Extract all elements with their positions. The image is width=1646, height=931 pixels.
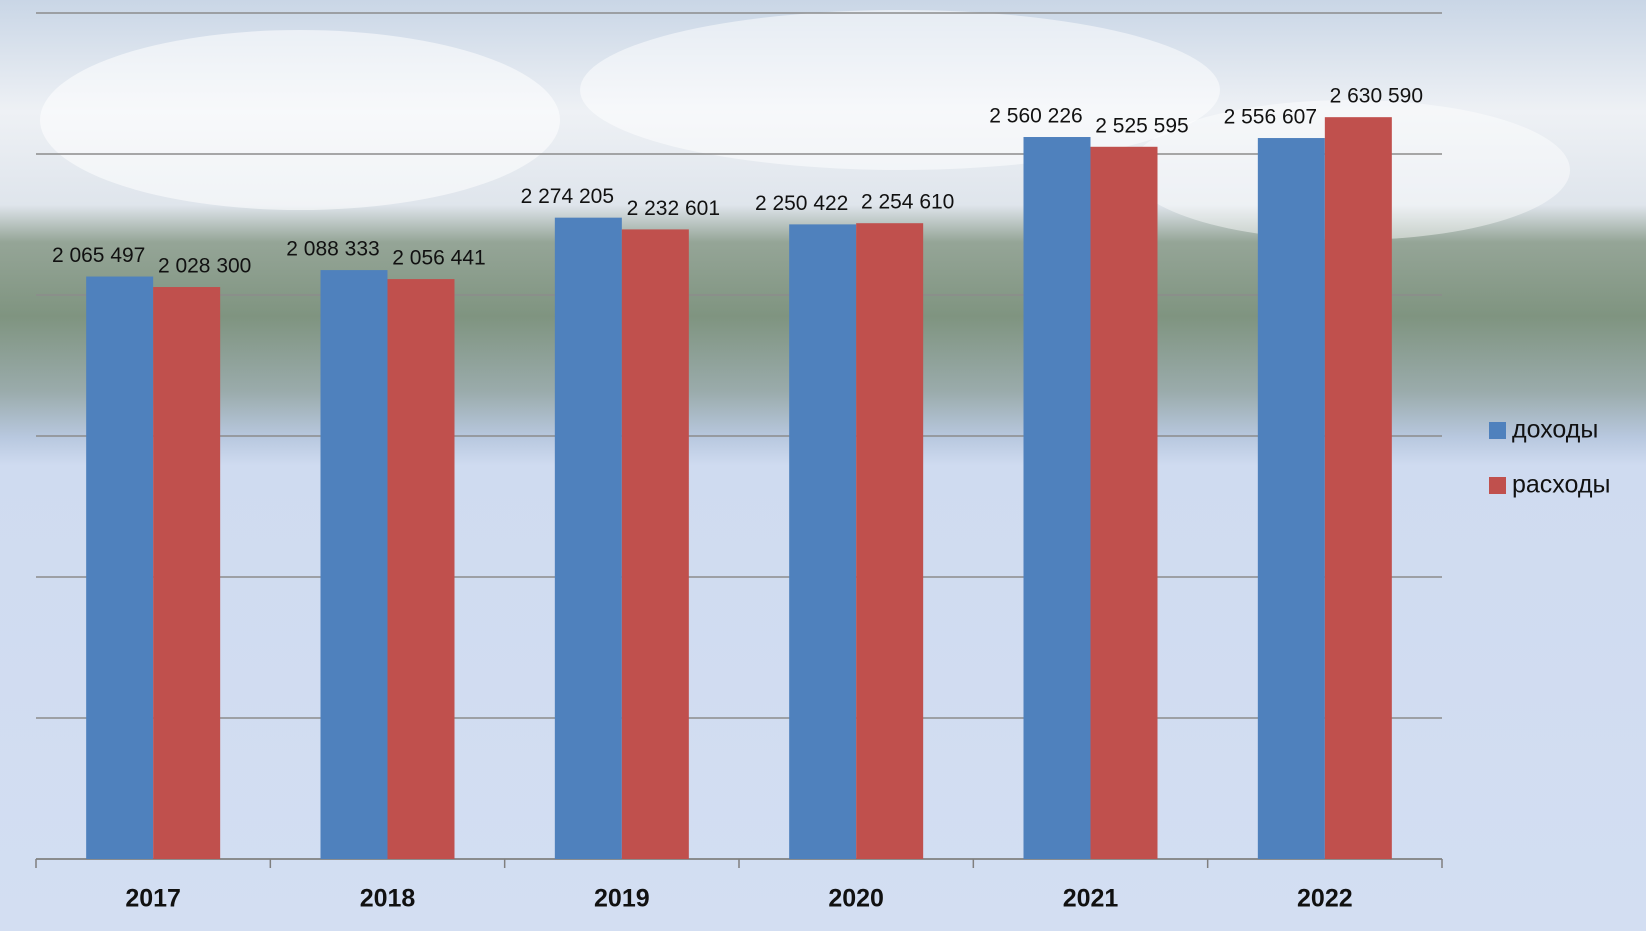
bar <box>1090 146 1158 859</box>
bar <box>320 270 388 859</box>
data-label: 2 065 497 <box>52 244 145 267</box>
data-label: 2 088 333 <box>286 238 379 261</box>
data-label: 2 274 205 <box>521 185 614 208</box>
data-label: 2 056 441 <box>392 247 485 270</box>
bar <box>1257 138 1325 860</box>
data-label: 2 028 300 <box>158 255 251 278</box>
legend-swatch <box>1489 477 1506 494</box>
data-label: 2 630 590 <box>1330 85 1423 108</box>
bar <box>387 279 455 860</box>
data-label: 2 232 601 <box>627 197 720 220</box>
bar <box>86 276 154 859</box>
bar <box>856 223 924 860</box>
bar <box>789 224 857 860</box>
cloud <box>40 30 560 210</box>
bar <box>554 217 622 859</box>
data-label: 2 254 610 <box>861 191 954 214</box>
legend-label: расходы <box>1512 471 1610 499</box>
bar <box>1023 137 1091 860</box>
data-label: 2 525 595 <box>1095 114 1188 137</box>
data-label: 2 250 422 <box>755 192 848 215</box>
x-tick-label: 2018 <box>360 885 416 913</box>
legend-label: доходы <box>1512 416 1598 444</box>
x-tick-label: 2021 <box>1063 885 1119 913</box>
data-label: 2 556 607 <box>1224 106 1317 129</box>
cloud <box>580 10 1220 170</box>
x-tick-label: 2017 <box>125 885 181 913</box>
data-label: 2 560 226 <box>989 105 1082 128</box>
x-tick-label: 2022 <box>1297 885 1353 913</box>
x-tick-label: 2019 <box>594 885 650 913</box>
legend-swatch <box>1489 422 1506 439</box>
bar <box>153 287 221 859</box>
x-tick-label: 2020 <box>828 885 884 913</box>
bar <box>1324 117 1392 859</box>
bar <box>621 229 689 860</box>
